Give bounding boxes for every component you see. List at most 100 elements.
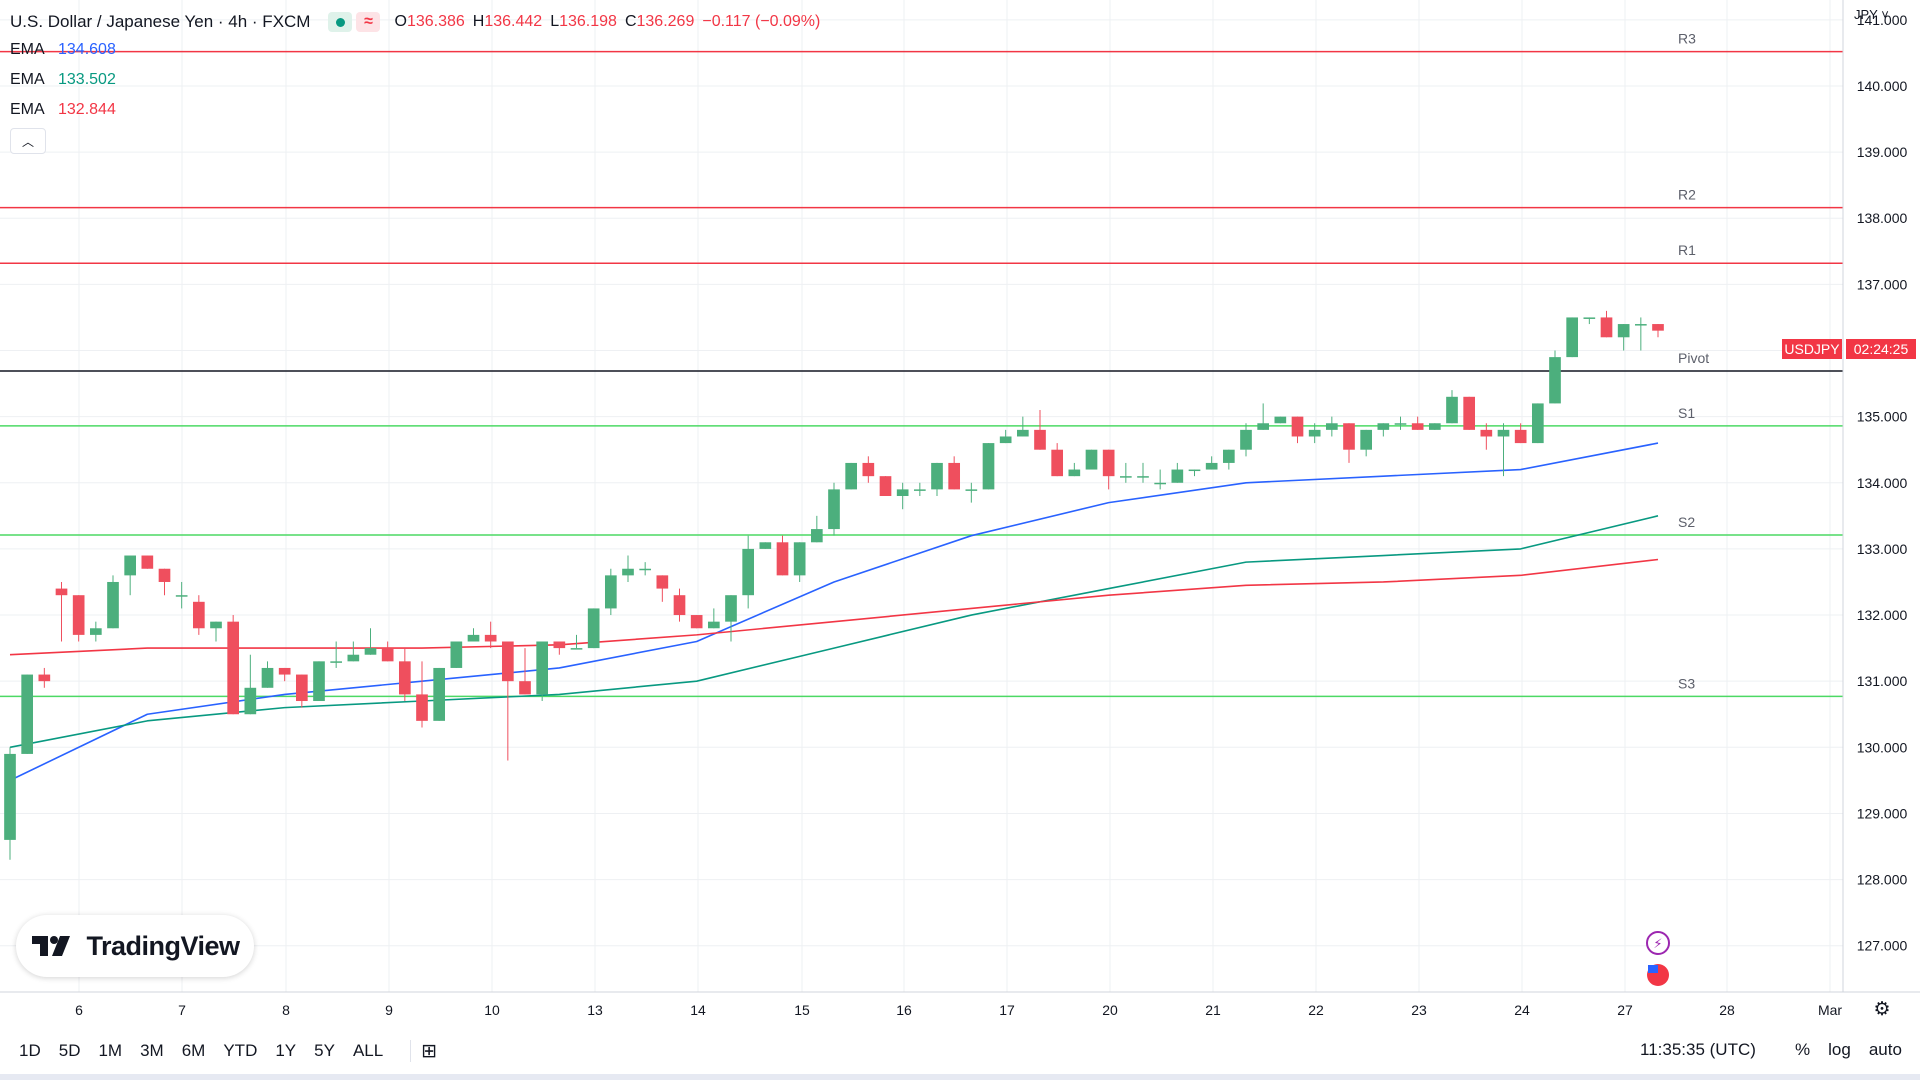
x-tick-label: 7 [178, 1002, 186, 1018]
axis-option-log[interactable]: log [1828, 1040, 1851, 1059]
level-label-pivot: Pivot [1678, 350, 1709, 366]
candle-down [1600, 317, 1613, 338]
x-tick-label: 16 [896, 1002, 912, 1018]
symbol-title[interactable]: U.S. Dollar / Japanese Yen · 4h · FXCM [10, 12, 311, 31]
candle-down [381, 648, 394, 662]
x-tick-label: 21 [1205, 1002, 1221, 1018]
candle-down [519, 681, 531, 695]
candle-down [484, 634, 497, 642]
y-tick-label: 141.000 [1857, 12, 1908, 28]
candle-up [1119, 476, 1132, 478]
level-label-s3: S3 [1678, 675, 1695, 691]
x-tick-label: 15 [794, 1002, 810, 1018]
ohlc-item: C136.269 [625, 13, 694, 31]
candle-up [364, 648, 377, 655]
level-label-s2: S2 [1678, 514, 1695, 530]
ema-name: EMA [10, 101, 45, 118]
candle-up [896, 489, 909, 496]
candle-up [1566, 317, 1579, 358]
range-button-1m[interactable]: 1M [98, 1041, 123, 1060]
bottom-toolbar: 1D 5D 1M 3M 6M YTD 1Y 5Y ALL ⊞ [0, 1034, 1920, 1068]
candle-up [742, 548, 755, 596]
candle-up [1274, 416, 1287, 424]
candle-up [707, 621, 720, 629]
candle-up [244, 687, 257, 715]
grid [0, 0, 1843, 992]
candle-up [1394, 423, 1407, 425]
ohlc-value: 136.198 [559, 13, 617, 30]
candle-down [1102, 449, 1115, 477]
x-tick-label: 17 [999, 1002, 1015, 1018]
ema-legend-row[interactable]: EMA 132.844 [10, 98, 116, 122]
candle-down [141, 555, 154, 569]
utc-clock[interactable]: 11:35:35 (UTC) [1640, 1040, 1756, 1059]
x-tick-label: 6 [75, 1002, 83, 1018]
ema-value: 133.502 [58, 71, 116, 88]
ema-name: EMA [10, 41, 45, 58]
currency-menu[interactable]: JPY ˅ [1854, 7, 1889, 22]
candle-up [965, 489, 978, 491]
ohlc-label: H [472, 13, 485, 30]
market-status-icon[interactable] [328, 12, 353, 32]
candle-up [1205, 462, 1218, 470]
candle-up [1428, 423, 1441, 430]
candle-up [1634, 324, 1647, 326]
collapse-legend-button[interactable]: ︿ [10, 128, 46, 154]
ema-value: 134.608 [58, 41, 116, 58]
candle-down [673, 595, 686, 616]
y-tick-label: 134.000 [1857, 475, 1908, 491]
candle-down [55, 588, 68, 596]
candle-up [1308, 429, 1321, 437]
candle-up [1377, 423, 1390, 430]
candle-down [1291, 416, 1304, 437]
range-button-5y[interactable]: 5Y [314, 1041, 335, 1060]
candle-up [330, 661, 343, 663]
tradingview-mark-icon [32, 936, 71, 956]
candle-up [982, 443, 995, 490]
candle-up [999, 436, 1012, 444]
range-button-5d[interactable]: 5D [58, 1041, 81, 1060]
tradingview-logo[interactable]: TradingView [16, 915, 254, 977]
ohlc-label: L [550, 13, 560, 30]
candle-up [536, 641, 549, 695]
range-button-1d[interactable]: 1D [19, 1041, 41, 1060]
candle-up [313, 661, 325, 702]
settings-gear-icon: ⚙ [1873, 999, 1890, 1020]
range-button-ytd[interactable]: YTD [223, 1041, 258, 1060]
y-tick-label: 138.000 [1857, 210, 1908, 226]
ema-legend-row[interactable]: EMA 134.608 [10, 38, 116, 62]
candle-up [845, 462, 858, 490]
candle-up [1360, 429, 1373, 450]
candle-up [913, 489, 926, 491]
candle-down [862, 462, 875, 477]
ema-line [9, 442, 1659, 782]
range-button-all[interactable]: ALL [352, 1041, 384, 1060]
candle-up [433, 667, 446, 721]
axes: 141.000140.000139.000138.000137.000136.0… [0, 0, 1920, 1020]
candle-up [210, 621, 222, 629]
bar-countdown-badge: 02:24:25 [1846, 339, 1916, 359]
candle-up [107, 581, 119, 629]
axis-option-percent[interactable]: % [1795, 1040, 1811, 1059]
y-tick-label: 128.000 [1857, 872, 1908, 888]
calendar-range-icon[interactable]: ⊞ [421, 1040, 438, 1062]
candle-down [72, 595, 85, 635]
y-tick-label: 132.000 [1857, 607, 1908, 623]
axis-option-auto[interactable]: auto [1868, 1040, 1902, 1059]
level-label-r3: R3 [1678, 31, 1696, 47]
data-wave-icon[interactable]: ≈ [356, 12, 381, 32]
lightning-glyph: ⚡ [1653, 936, 1662, 951]
range-button-1y[interactable]: 1Y [275, 1041, 297, 1060]
range-button-3m[interactable]: 3M [140, 1041, 164, 1060]
candle-up [1068, 469, 1081, 477]
candle-up [1531, 403, 1544, 444]
range-button-6m[interactable]: 6M [181, 1041, 206, 1060]
candle-down [1051, 449, 1064, 477]
candle-up [1171, 469, 1184, 483]
y-tick-label: 140.000 [1857, 78, 1908, 94]
candle-up [1549, 357, 1561, 404]
ema-legend-row[interactable]: EMA 133.502 [10, 68, 116, 92]
logo-text: TradingView [86, 930, 240, 961]
x-tick-label: 24 [1514, 1002, 1530, 1018]
